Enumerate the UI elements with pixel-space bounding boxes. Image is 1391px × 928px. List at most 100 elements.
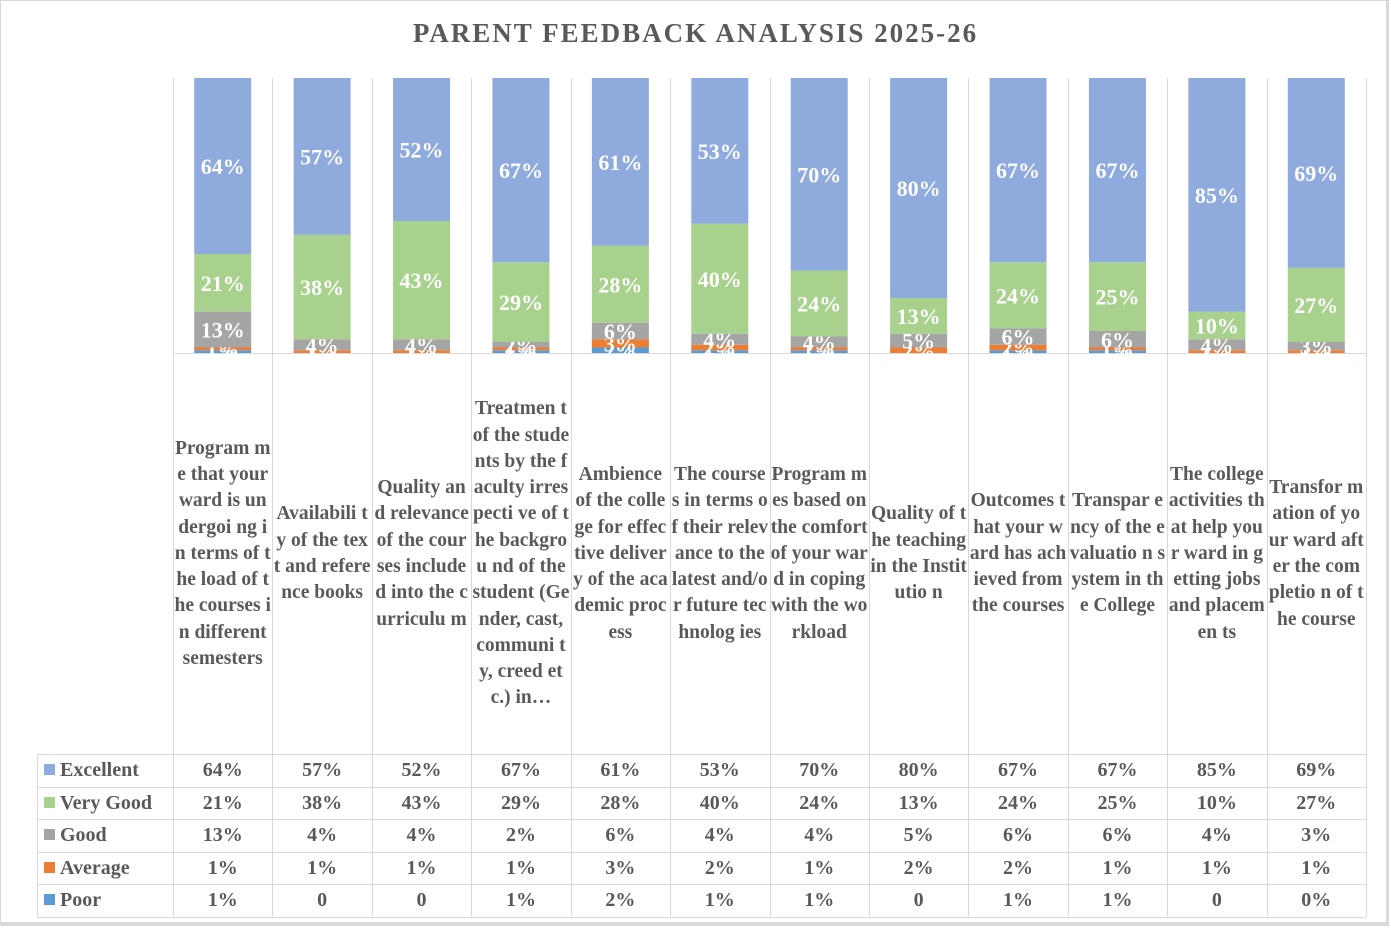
category-label: The college activities that help your wa…	[1168, 354, 1265, 754]
bar-segment-average	[1188, 350, 1246, 353]
table-cell: 43%	[401, 791, 442, 814]
category-label-text: Transfor mation of your ward after the c…	[1268, 477, 1364, 630]
table-cell: 4%	[704, 824, 735, 846]
table-cell: 0	[1211, 889, 1222, 911]
table-cell: 52%	[401, 759, 442, 781]
bar-segment-excellent	[293, 78, 351, 235]
bar-segment-excellent	[194, 78, 252, 254]
legend-entry: Very Good	[44, 787, 152, 819]
bar-segment-poor	[194, 350, 252, 353]
table-cell: 1%	[1102, 856, 1133, 879]
legend-entry: Average	[44, 852, 130, 884]
table-cell: 0	[416, 889, 427, 911]
bar-segment-poor	[492, 350, 550, 353]
table-cell: 13%	[898, 791, 939, 814]
bar-segment-average	[691, 344, 749, 351]
category-label: Program mes based on the comfort of your…	[771, 354, 868, 754]
table-cell: 1%	[307, 856, 338, 879]
category-label: Quality of the teaching in the Instituti…	[870, 354, 967, 754]
legend-entry: Good	[44, 819, 107, 851]
table-cell: 1%	[1102, 889, 1133, 911]
category-label-text: Quality of the teaching in the Instituti…	[870, 503, 967, 604]
table-cell: 6%	[1102, 824, 1133, 846]
bar-segment-very-good	[293, 234, 351, 340]
bar-segment-good	[890, 333, 948, 348]
table-cell: 1%	[804, 889, 835, 911]
bar-segment-poor	[691, 350, 749, 353]
bar-segment-very-good	[989, 262, 1047, 329]
data-label: 80%	[897, 176, 941, 201]
bar-segment-excellent	[492, 78, 550, 263]
table-cell: 4%	[1201, 824, 1232, 846]
legend-label: Excellent	[60, 759, 139, 781]
table-cell: 4%	[307, 824, 338, 846]
category-label-text: Treatmen t of the students by the facult…	[472, 398, 570, 709]
bar-segment-excellent	[989, 78, 1047, 263]
category-label: Availabili ty of the text and reference …	[273, 354, 371, 754]
data-label: 29%	[499, 290, 543, 315]
chart-title: PARENT FEEDBACK ANALYSIS 2025-26	[412, 18, 979, 48]
legend-label: Good	[60, 824, 107, 846]
table-cell: 2%	[704, 856, 735, 879]
table-cell: 6%	[1003, 824, 1034, 846]
table-cell: 0	[317, 889, 328, 911]
table-cell: 28%	[600, 791, 641, 814]
legend-label: Average	[60, 856, 130, 879]
table-cell: 2%	[605, 889, 636, 911]
table-cell: 67%	[998, 759, 1039, 781]
table-cell: 13%	[202, 824, 243, 846]
legend-swatch-icon	[44, 796, 55, 808]
bar-segment-poor	[989, 350, 1047, 353]
data-label: 69%	[1294, 161, 1338, 186]
bar-segment-good	[293, 339, 351, 351]
data-label: 67%	[996, 158, 1040, 183]
table-cell: 1%	[704, 889, 735, 911]
category-label: Treatmen t of the students by the facult…	[472, 354, 569, 754]
category-label-text: Program mes based on the comfort of your…	[770, 463, 868, 643]
table-cell: 3%	[605, 856, 636, 879]
data-label: 13%	[897, 304, 941, 329]
bar-segment-average	[194, 347, 252, 351]
table-cell: 57%	[302, 759, 343, 781]
data-label: 24%	[797, 292, 841, 317]
data-label: 64%	[201, 154, 245, 179]
bar-segment-poor	[591, 347, 649, 353]
table-cell: 27%	[1296, 791, 1337, 814]
data-label: 27%	[1294, 293, 1338, 318]
category-label: Program me that your ward is undergoi ng…	[174, 354, 271, 754]
legend-label: Poor	[60, 889, 102, 911]
data-label: 67%	[1095, 158, 1139, 183]
data-label: 25%	[1095, 285, 1139, 310]
table-cell: 29%	[500, 791, 541, 814]
table-cell: 1%	[804, 856, 835, 879]
table-cell: 5%	[903, 824, 934, 846]
table-cell: 2%	[903, 856, 934, 879]
data-label: 28%	[598, 272, 642, 297]
data-label: 6%	[1101, 327, 1134, 352]
bar-segment-average	[393, 350, 451, 353]
legend-entry: Poor	[44, 884, 101, 916]
bar-segment-good	[1188, 339, 1246, 351]
bar-segment-very-good	[194, 254, 252, 312]
category-label: Ambience of the college for effective de…	[572, 354, 669, 754]
bar-segment-poor	[1088, 350, 1146, 353]
bar-segment-very-good	[691, 223, 749, 334]
legend-swatch-icon	[44, 829, 55, 840]
bar-segment-very-good	[890, 298, 948, 334]
data-label: 57%	[300, 144, 344, 169]
bar-segment-good	[194, 311, 252, 348]
table-cell: 0%	[1301, 889, 1332, 911]
data-label: 6%	[604, 319, 637, 344]
table-cell: 40%	[699, 791, 740, 814]
category-label: Outcomes that your ward has achieved fro…	[969, 354, 1066, 754]
bar-segment-very-good	[492, 262, 550, 342]
table-cell: 1%	[1003, 889, 1034, 911]
table-cell: 38%	[302, 791, 343, 814]
bar-segment-very-good	[591, 245, 649, 323]
table-cell: 64%	[202, 759, 243, 781]
data-label: 61%	[598, 150, 642, 175]
table-cell: 1%	[207, 889, 238, 911]
data-label: 40%	[698, 267, 742, 292]
data-label: 52%	[400, 138, 444, 163]
